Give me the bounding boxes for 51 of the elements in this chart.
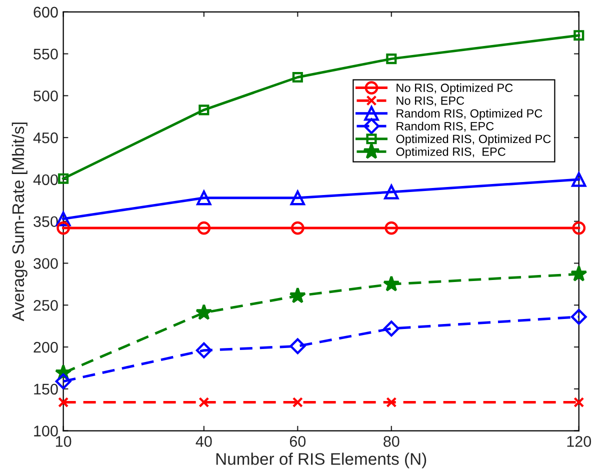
point (196, 342, 212, 358)
y-tick-label: 100 (34, 426, 58, 436)
point (196, 190, 212, 206)
point (196, 304, 212, 320)
legend-label: Optimized RIS, EPC (396, 147, 506, 158)
point (290, 221, 304, 235)
y-tick-label: 600 (34, 6, 58, 18)
point (198, 397, 210, 408)
point (58, 173, 69, 184)
legend-label: Optimized RIS, Optimized PC (396, 134, 551, 146)
x-tick-label: 60 (290, 436, 306, 447)
x-axis-title: Number of RIS Elements (N) (216, 452, 426, 468)
point (572, 221, 586, 235)
point (290, 190, 306, 206)
point (383, 320, 400, 337)
point (290, 338, 306, 354)
point (574, 397, 584, 408)
legend-label: Random RIS, Optimized PC (396, 108, 542, 120)
y-tick-label: 450 (33, 132, 58, 144)
point (384, 184, 399, 200)
point (292, 397, 303, 408)
point (383, 275, 400, 292)
y-axis-title: Average Sum-Rate [Mbit/s] (12, 122, 28, 322)
point (570, 308, 587, 325)
legend-label: No RIS, EPC (396, 96, 464, 106)
point (197, 221, 211, 235)
y-tick-label: 400 (33, 174, 58, 186)
point (572, 172, 586, 187)
y-tick-label: 150 (34, 384, 58, 395)
y-tick-label: 250 (34, 300, 58, 311)
y-tick-label: 550 (34, 48, 58, 60)
legend-label: Random RIS, EPC (396, 122, 494, 132)
point (56, 221, 70, 235)
point (570, 265, 588, 282)
point (386, 397, 397, 408)
legend-label: No RIS, Optimized PC (396, 83, 513, 94)
y-tick-label: 500 (34, 90, 58, 102)
point (198, 104, 210, 116)
point (289, 287, 306, 304)
point (58, 397, 69, 408)
x-tick-label: 10 (56, 436, 72, 447)
x-tick-label: 40 (196, 436, 212, 447)
y-tick-label: 300 (34, 258, 58, 269)
x-tick-label: 80 (384, 436, 400, 447)
point (386, 54, 397, 64)
y-tick-label: 350 (34, 216, 58, 228)
point (574, 30, 584, 41)
x-tick-label: 120 (567, 436, 592, 447)
point (292, 72, 303, 83)
y-tick-label: 200 (34, 342, 58, 353)
point (384, 221, 398, 235)
